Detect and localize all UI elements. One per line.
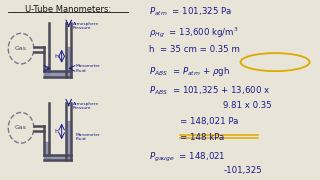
Text: $P_{atm}$  = 101,325 Pa: $P_{atm}$ = 101,325 Pa [149, 5, 232, 18]
Text: Manometer
Fluid: Manometer Fluid [75, 132, 100, 141]
Text: Atmosphere
Pressure: Atmosphere Pressure [73, 102, 99, 110]
Text: $P_{ABS}$  = 101,325 + 13,600 x: $P_{ABS}$ = 101,325 + 13,600 x [149, 85, 270, 97]
Text: Atmosphere
Pressure: Atmosphere Pressure [73, 22, 99, 30]
Text: = 148,021 Pa: = 148,021 Pa [180, 117, 238, 126]
Text: h: h [54, 54, 58, 59]
Text: 9.81 x 0.35: 9.81 x 0.35 [223, 101, 272, 110]
Text: Gas: Gas [15, 46, 27, 51]
Text: $P_{ABS}$  = $P_{atm}$ + $\rho$gh: $P_{ABS}$ = $P_{atm}$ + $\rho$gh [149, 65, 230, 78]
Text: -101,325: -101,325 [223, 166, 262, 175]
Text: = 148 kPa: = 148 kPa [180, 133, 224, 142]
Text: $P_{gauge}$  = 148,021: $P_{gauge}$ = 148,021 [149, 151, 226, 164]
Text: $\rho_{Hg}$  = 13,600 kg/m$^{3}$: $\rho_{Hg}$ = 13,600 kg/m$^{3}$ [149, 25, 239, 40]
Text: Manometer
Fluid: Manometer Fluid [75, 64, 100, 73]
Text: U-Tube Manometers:: U-Tube Manometers: [25, 5, 111, 14]
Text: h  = 35 cm = 0.35 m: h = 35 cm = 0.35 m [149, 45, 240, 54]
Text: Gas: Gas [15, 125, 27, 130]
Text: h: h [54, 129, 58, 134]
